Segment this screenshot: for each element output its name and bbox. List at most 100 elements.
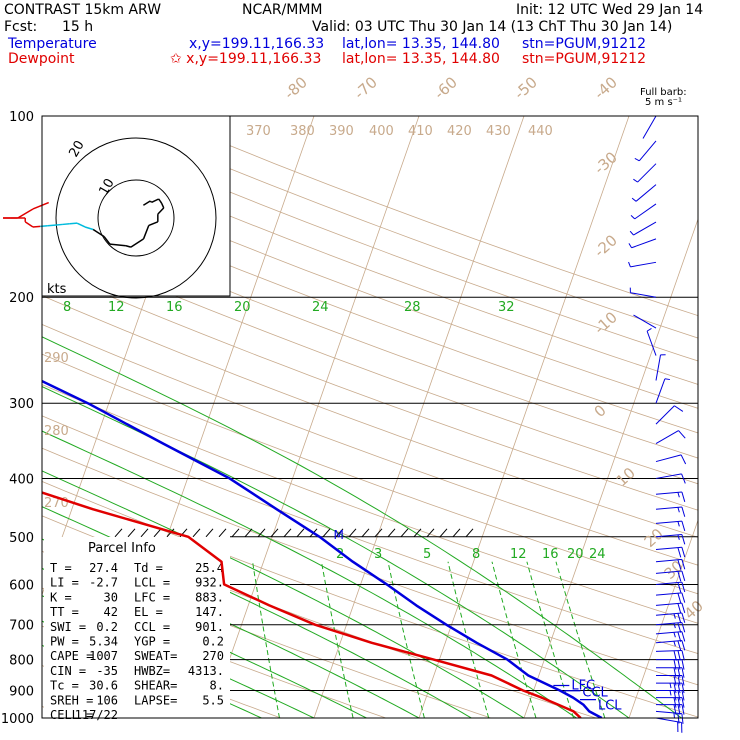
wind-barb-staff <box>655 506 682 510</box>
wind-barb-flag <box>673 704 677 715</box>
parcel-info-label: SWEAT= <box>134 649 177 663</box>
model-title: CONTRAST 15km ARW <box>4 2 161 18</box>
temperature-tick-label: 10 <box>613 464 639 490</box>
wind-barb-staff <box>655 405 675 425</box>
dewpoint-profile <box>42 491 582 718</box>
isotherm-line <box>418 116 630 718</box>
wind-barb <box>634 140 657 162</box>
temperature-tick-label: -20 <box>591 231 621 261</box>
temperature-station: stn=PGUM,91212 <box>522 36 646 52</box>
wind-barb <box>655 491 686 502</box>
wind-barb <box>655 473 686 484</box>
wind-barb-flag <box>681 640 686 651</box>
wind-barb-staff <box>655 558 682 563</box>
wind-barb <box>655 405 684 425</box>
wind-barb-staff <box>637 163 657 183</box>
dry-adiabat-line <box>42 161 698 409</box>
hodograph-ring <box>55 137 217 299</box>
hodograph-trace <box>159 200 163 204</box>
parcel-info-title: Parcel Info <box>88 541 156 556</box>
wind-barb-staff <box>642 115 657 139</box>
parcel-info-background <box>44 537 230 718</box>
temperature-tick-label: -10 <box>591 308 621 338</box>
wind-barb-flag <box>681 690 685 701</box>
wind-barb-staff <box>655 612 682 616</box>
freezing-level-hatch <box>270 528 279 538</box>
wind-barb <box>628 238 657 249</box>
wind-barb-half-flag <box>628 261 631 268</box>
wind-barbs <box>628 115 687 733</box>
wind-barb <box>655 640 686 651</box>
wind-barb <box>656 704 685 715</box>
theta-label: 370 <box>246 124 271 139</box>
pressure-tick-label: 400 <box>9 472 34 487</box>
wind-barb-flag <box>677 659 681 670</box>
wind-barb-flag <box>673 682 677 694</box>
wind-barb-staff <box>630 292 657 298</box>
parcel-info-label: CAPE = <box>50 649 93 663</box>
theta-label: 290 <box>44 351 69 366</box>
wind-barb-half-flag <box>633 178 638 183</box>
wind-barb <box>631 184 657 202</box>
wind-barb-flag <box>677 667 681 678</box>
mixing-ratio-line <box>447 561 490 718</box>
hodograph-frame <box>41 115 231 297</box>
wind-barb <box>656 675 685 686</box>
wind-barb-staff <box>655 602 682 606</box>
freezing-level-hatch <box>127 528 136 538</box>
freezing-level-hatch <box>387 528 396 538</box>
mixing-ratio-label: 8 <box>472 547 480 562</box>
wind-barb-half-flag <box>629 230 634 236</box>
wind-barb-half-flag <box>631 197 637 202</box>
dry-adiabat-line <box>42 415 698 655</box>
forecast-label: Fcst: <box>4 19 37 35</box>
dry-adiabat-line <box>42 353 698 595</box>
wind-barb-flag <box>681 682 685 694</box>
wind-barb-half-flag <box>630 214 636 220</box>
parcel-info-label: K = <box>50 590 72 604</box>
wind-barb-staff <box>655 621 682 626</box>
hodograph-trace <box>32 225 41 228</box>
wind-barb-flag <box>681 559 686 570</box>
wind-barb-flag <box>678 430 686 439</box>
wind-barb-flag <box>681 704 685 715</box>
dry-adiabat-line <box>42 323 698 566</box>
mixing-ratio-label: 8 <box>63 300 71 315</box>
parcel-info-label: TT = <box>50 605 79 619</box>
dry-adiabat-line <box>48 116 698 362</box>
parcel-info-value: 8. <box>210 679 224 693</box>
wind-barb-flag <box>681 631 686 642</box>
wind-barb-flag <box>681 602 686 614</box>
pressure-tick-label: 600 <box>9 578 34 593</box>
mixing-ratio-line <box>555 561 606 718</box>
wind-barb-staff <box>655 430 679 444</box>
parcel-info-label: LFC = <box>134 590 170 604</box>
mixing-ratio-label: 12 <box>108 300 125 315</box>
freezing-level-label: M <box>333 528 343 542</box>
freezing-level-hatch <box>452 528 461 538</box>
freezing-level-hatch <box>153 528 162 538</box>
dewpoint-xy: ✩ x,y=199.11,166.33 <box>170 51 321 67</box>
wind-barb <box>655 354 666 381</box>
parcel-info-label: LI = <box>50 576 79 590</box>
wind-barb <box>630 203 657 220</box>
freezing-level-hatch <box>140 528 149 538</box>
wind-barb-flag <box>681 547 686 558</box>
wind-barb-flag <box>677 571 682 582</box>
parcel-info-label: CIN = <box>50 664 86 678</box>
wind-barb-half-flag <box>673 641 676 647</box>
wind-barb-flag <box>677 603 682 614</box>
wind-barb-staff <box>638 140 657 162</box>
hodograph-trace <box>149 200 153 203</box>
parcel-info-value: 25.4 <box>195 561 224 575</box>
wind-barb <box>642 115 657 139</box>
parcel-info-value: 27.4 <box>89 561 118 575</box>
wind-barb <box>628 261 657 268</box>
wind-barb-half-flag <box>664 378 671 381</box>
sounding-profiles <box>42 379 603 718</box>
wind-barb-staff <box>655 354 662 381</box>
hodograph-trace <box>54 223 63 226</box>
wind-barb <box>655 534 686 545</box>
freezing-level-hatch <box>114 528 123 538</box>
wind-barb <box>655 378 671 404</box>
